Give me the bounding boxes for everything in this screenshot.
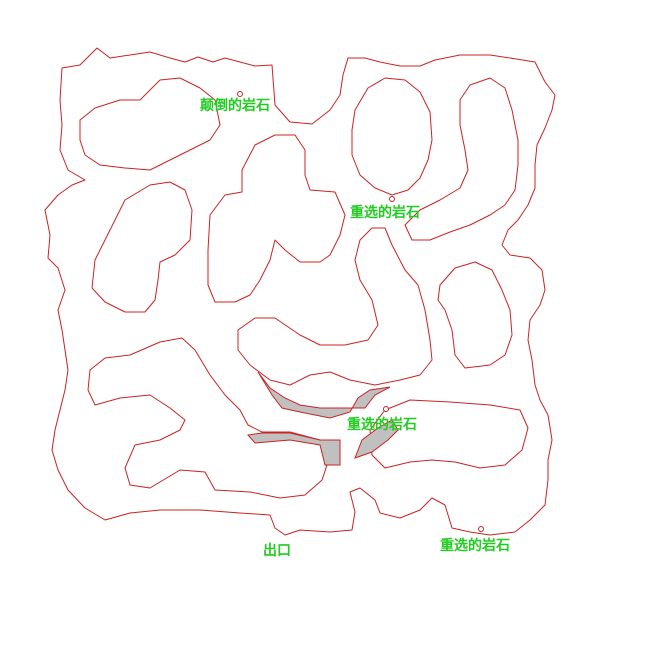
- rock-marker: [389, 196, 395, 202]
- label-rock-topple: 颠倒的岩石: [200, 98, 270, 114]
- label-rock-select: 重选的岩石: [347, 417, 417, 433]
- rock-marker: [478, 526, 484, 532]
- blocked-area: [354, 419, 399, 459]
- rock-marker: [237, 91, 243, 97]
- map-island: [207, 134, 346, 303]
- label-rock-select: 重选的岩石: [350, 205, 420, 221]
- map-island: [351, 77, 433, 196]
- map-island: [369, 399, 529, 469]
- blocked-area: [257, 371, 391, 419]
- map-island: [404, 77, 519, 241]
- map-island: [237, 227, 433, 386]
- rock-marker: [383, 406, 389, 412]
- label-rock-select: 重选的岩石: [440, 538, 510, 554]
- map-island: [91, 181, 193, 313]
- map-island: [437, 261, 513, 369]
- label-exit: 出口: [263, 543, 291, 559]
- map-island: [79, 77, 221, 171]
- map-outer-wall: [44, 47, 556, 536]
- map-island: [87, 337, 329, 499]
- blocked-area: [247, 432, 341, 466]
